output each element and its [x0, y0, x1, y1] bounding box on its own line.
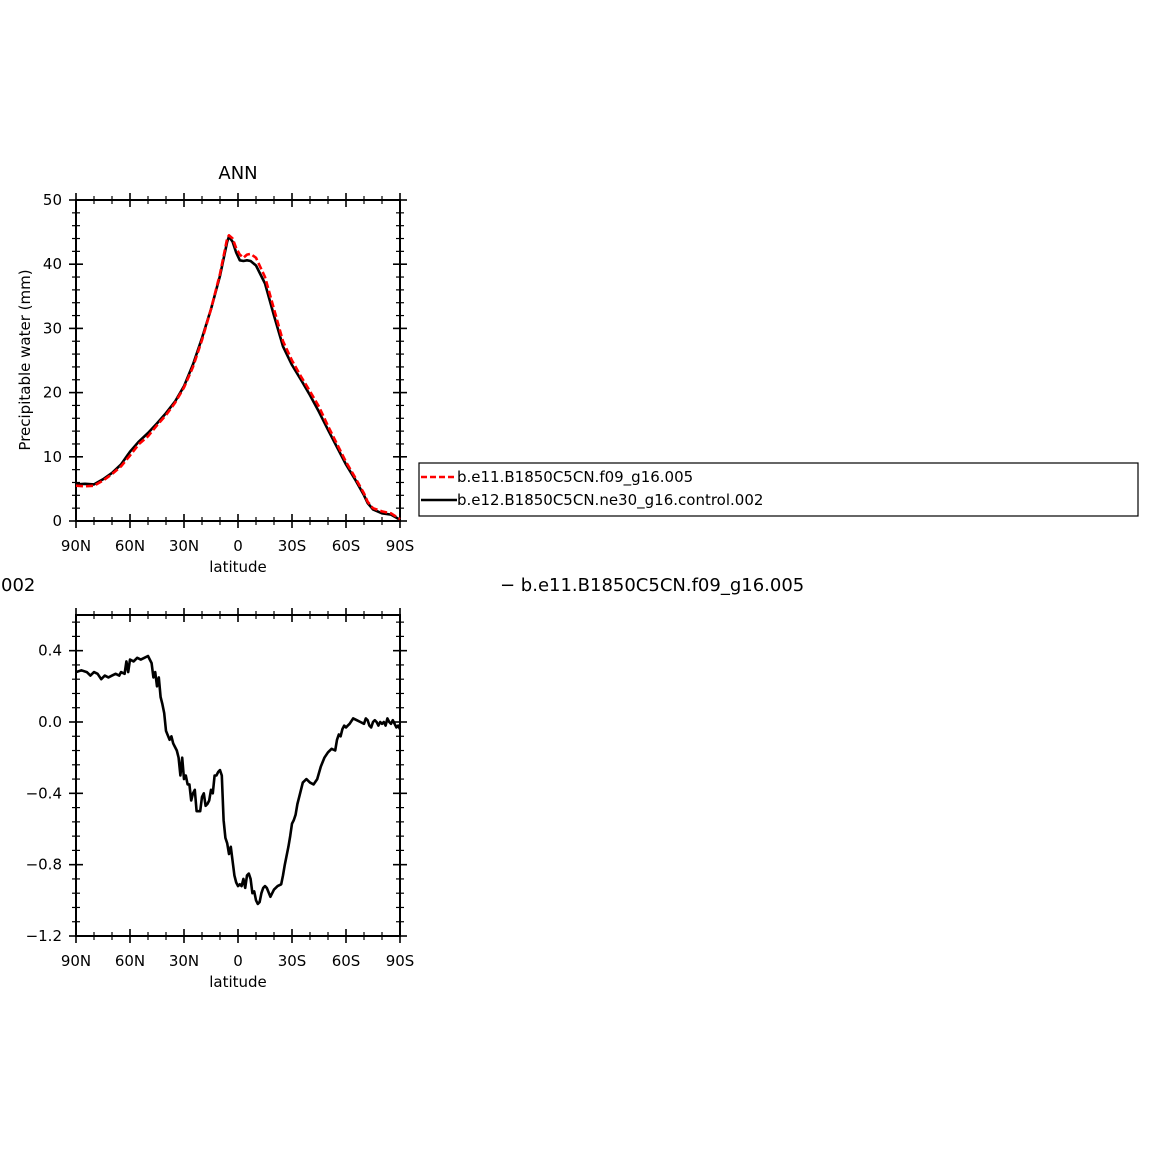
bottom-panel-header-left: 002	[1, 575, 35, 596]
top-panel-tick-labels: 90N 60N 30N 0 30S 60S 90S 0 10 20 30 40 50	[43, 191, 414, 555]
bottom-y-tick-label: −0.4	[26, 784, 62, 802]
top-panel-title: ANN	[218, 163, 257, 184]
top-y-tick-label: 10	[43, 448, 62, 466]
bottom-panel-tick-labels: 90N 60N 30N 0 30S 60S 90S −1.2 −0.8 −0.4 0.0 0.4	[26, 642, 415, 970]
bottom-x-tick-label: 60S	[332, 952, 361, 970]
bottom-plot-frame	[75, 614, 401, 937]
top-series-line-1	[75, 234, 401, 521]
bottom-panel-ticks	[69, 608, 407, 943]
top-y-axis-label: Precipitable water (mm)	[16, 269, 34, 450]
bottom-y-axis-label: Precipitable water (mm)	[0, 684, 17, 865]
top-x-tick-label: 60N	[115, 537, 145, 555]
top-x-tick-label: 60S	[332, 537, 361, 555]
bottom-x-axis-label: latitude	[209, 973, 267, 991]
top-y-tick-label: 20	[43, 384, 62, 402]
bottom-x-tick-label: 0	[233, 952, 243, 970]
top-series-line-2	[75, 235, 401, 521]
bottom-x-tick-label: 90N	[61, 952, 91, 970]
bottom-panel-series	[75, 654, 402, 906]
bottom-x-tick-label: 90S	[386, 952, 415, 970]
top-y-tick-label: 40	[43, 255, 62, 273]
legend: b.e11.B1850C5CN.f09_g16.005 b.e12.B1850C…	[418, 462, 1139, 517]
bottom-panel: 002 − b.e11.B1850C5CN.f09_g16.005 90N 60N…	[0, 575, 804, 991]
top-x-tick-label: 30S	[278, 537, 307, 555]
top-y-tick-label: 0	[52, 512, 62, 530]
legend-box	[418, 462, 1139, 517]
top-panel: ANN 90N 60N 30N 0 30S 60S 90S 0 10 20 30 40 50 latit…	[16, 163, 414, 576]
legend-label-series-1: b.e11.B1850C5CN.f09_g16.005	[457, 468, 693, 487]
bottom-panel-header-right: − b.e11.B1850C5CN.f09_g16.005	[500, 575, 804, 596]
bottom-y-tick-label: −0.8	[26, 856, 62, 874]
bottom-x-tick-label: 30S	[278, 952, 307, 970]
top-panel-series	[75, 234, 401, 521]
bottom-series-line-1	[75, 654, 402, 906]
top-x-tick-label: 90N	[61, 537, 91, 555]
legend-label-series-2: b.e12.B1850C5CN.ne30_g16.control.002	[457, 491, 763, 510]
bottom-y-tick-label: 0.0	[38, 713, 62, 731]
top-x-tick-label: 90S	[386, 537, 415, 555]
bottom-x-tick-label: 60N	[115, 952, 145, 970]
bottom-y-tick-label: 0.4	[38, 642, 62, 660]
top-x-tick-label: 30N	[169, 537, 199, 555]
top-y-tick-label: 30	[43, 319, 62, 337]
bottom-x-tick-label: 30N	[169, 952, 199, 970]
bottom-y-tick-label: −1.2	[26, 927, 62, 945]
top-panel-ticks	[69, 193, 407, 528]
top-x-axis-label: latitude	[209, 558, 267, 576]
top-y-tick-label: 50	[43, 191, 62, 209]
top-x-tick-label: 0	[233, 537, 243, 555]
